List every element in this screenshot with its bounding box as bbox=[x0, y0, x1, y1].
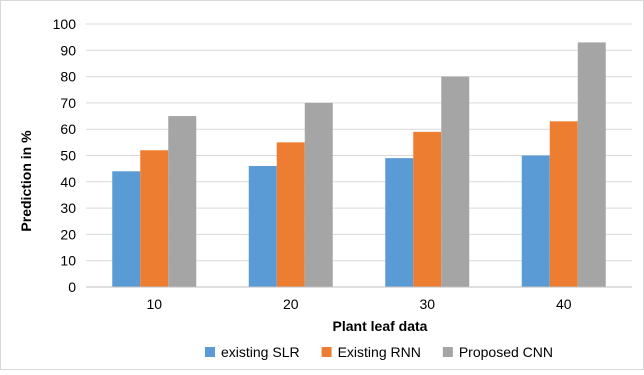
legend-item: Proposed CNN bbox=[442, 344, 553, 360]
bar-proposed-cnn-40 bbox=[577, 42, 606, 287]
legend: existing SLR Existing RNN Proposed CNN bbox=[205, 344, 553, 360]
y-axis-tick-labels: 0 10 20 30 40 50 60 70 80 90 100 bbox=[53, 16, 77, 295]
legend-label: Existing RNN bbox=[338, 344, 421, 360]
legend-swatch bbox=[321, 347, 332, 357]
bar-proposed-cnn-20 bbox=[304, 102, 333, 288]
bar-existing-rnn-40 bbox=[549, 121, 578, 287]
x-tick-label: 10 bbox=[146, 296, 162, 312]
legend-label: Proposed CNN bbox=[459, 344, 553, 360]
y-tick-label: 80 bbox=[60, 69, 76, 85]
x-tick-label: 30 bbox=[419, 296, 435, 312]
legend-label: existing SLR bbox=[221, 344, 300, 360]
y-axis-title: Prediction in % bbox=[18, 130, 34, 232]
x-axis-tick-labels: 10 20 30 40 bbox=[146, 296, 571, 312]
y-tick-label: 60 bbox=[60, 121, 76, 137]
x-axis-title: Plant leaf data bbox=[333, 318, 428, 334]
y-tick-label: 40 bbox=[60, 174, 76, 190]
legend-swatch bbox=[442, 347, 453, 357]
x-tick-label: 20 bbox=[283, 296, 299, 312]
bars bbox=[112, 42, 606, 288]
y-tick-label: 50 bbox=[60, 148, 76, 164]
bar-existing-rnn-10 bbox=[140, 150, 169, 287]
y-tick-label: 70 bbox=[60, 95, 76, 111]
bar-proposed-cnn-10 bbox=[168, 116, 197, 287]
bar-existing-slr-20 bbox=[248, 166, 277, 287]
bar-existing-slr-30 bbox=[385, 158, 414, 287]
bar-existing-rnn-20 bbox=[276, 142, 305, 287]
x-tick-label: 40 bbox=[556, 296, 572, 312]
y-tick-label: 30 bbox=[60, 200, 76, 216]
bar-existing-slr-10 bbox=[112, 171, 141, 287]
bar-proposed-cnn-30 bbox=[441, 76, 470, 287]
y-tick-label: 100 bbox=[53, 16, 77, 32]
y-tick-label: 20 bbox=[60, 226, 76, 242]
bar-existing-slr-40 bbox=[521, 155, 550, 287]
y-tick-label: 90 bbox=[60, 42, 76, 58]
legend-item: existing SLR bbox=[205, 344, 300, 360]
y-tick-label: 10 bbox=[60, 253, 76, 269]
bar-existing-rnn-30 bbox=[413, 131, 442, 287]
legend-item: Existing RNN bbox=[321, 344, 421, 360]
y-tick-label: 0 bbox=[68, 279, 76, 295]
legend-swatch bbox=[205, 347, 215, 357]
